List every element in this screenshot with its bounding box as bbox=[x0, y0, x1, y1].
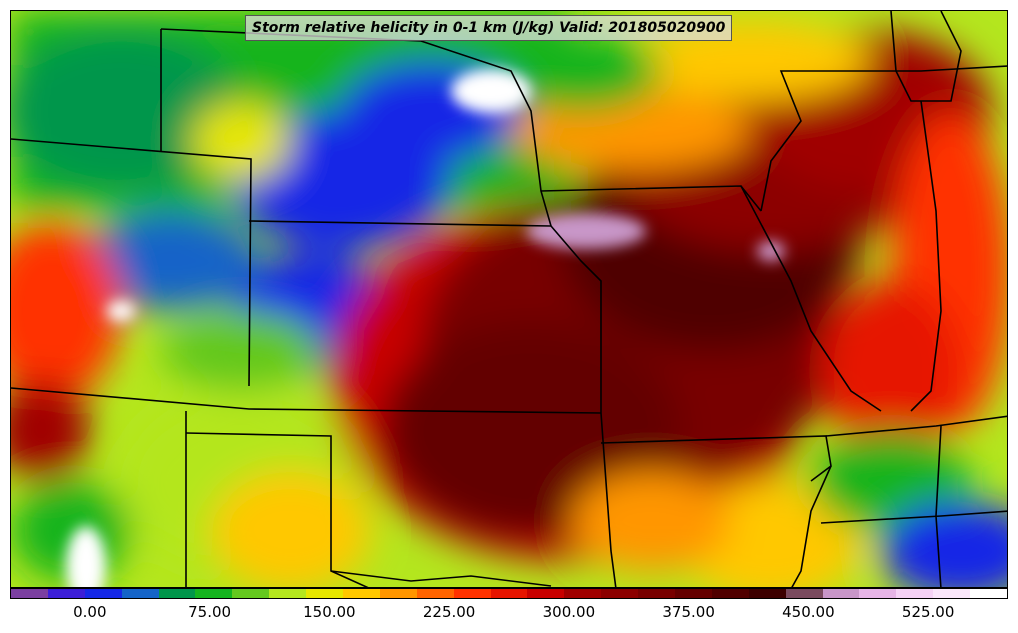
colorbar-swatch bbox=[121, 589, 159, 598]
colorbar-swatch bbox=[232, 589, 270, 598]
colorbar-tick-label: 150.00 bbox=[303, 603, 356, 621]
colorbar-swatch bbox=[859, 589, 897, 598]
colorbar-tick-label: 0.00 bbox=[73, 603, 107, 621]
colorbar-tick-label: 450.00 bbox=[782, 603, 835, 621]
field-shading bbox=[11, 11, 1007, 587]
colorbar-swatch bbox=[933, 589, 971, 598]
colorbar-swatch bbox=[453, 589, 491, 598]
colorbar-swatch bbox=[379, 589, 417, 598]
colorbar-swatch bbox=[564, 589, 602, 598]
colorbar-tick-label: 375.00 bbox=[662, 603, 715, 621]
colorbar-swatch bbox=[47, 589, 85, 598]
helicity-map bbox=[10, 10, 1008, 588]
colorbar-swatch bbox=[84, 589, 122, 598]
colorbar-swatch bbox=[416, 589, 454, 598]
map-canvas bbox=[11, 11, 1007, 587]
colorbar bbox=[10, 588, 1008, 599]
colorbar-swatch bbox=[896, 589, 934, 598]
colorbar-swatch bbox=[711, 589, 749, 598]
state-boundaries bbox=[11, 11, 1007, 587]
colorbar-tick-label: 525.00 bbox=[901, 603, 955, 621]
colorbar-swatch bbox=[527, 589, 565, 598]
colorbar-tick-label: 300.00 bbox=[542, 603, 596, 621]
colorbar-swatch bbox=[195, 589, 233, 598]
colorbar-swatch bbox=[269, 589, 307, 598]
colorbar-swatch bbox=[638, 589, 676, 598]
field-highlights bbox=[66, 69, 785, 587]
colorbar-tick-label: 75.00 bbox=[188, 603, 232, 621]
colorbar-swatch bbox=[343, 589, 380, 598]
colorbar-swatch bbox=[158, 589, 196, 598]
colorbar-swatch bbox=[970, 589, 1008, 598]
colorbar-swatch bbox=[11, 589, 48, 598]
colorbar-swatch bbox=[306, 589, 344, 598]
colorbar-ticks: 0.00 75.00 150.00 225.00 300.00 375.00 450.00 5… bbox=[10, 603, 1008, 625]
colorbar-swatch bbox=[601, 589, 639, 598]
colorbar-swatch bbox=[785, 589, 823, 598]
colorbar-swatch bbox=[748, 589, 786, 598]
colorbar-swatch bbox=[675, 589, 712, 598]
map-title: Storm relative helicity in 0-1 km (J/kg)… bbox=[245, 15, 733, 41]
colorbar-swatch bbox=[822, 589, 860, 598]
colorbar-swatch bbox=[490, 589, 528, 598]
colorbar-tick-label: 225.00 bbox=[422, 603, 476, 621]
